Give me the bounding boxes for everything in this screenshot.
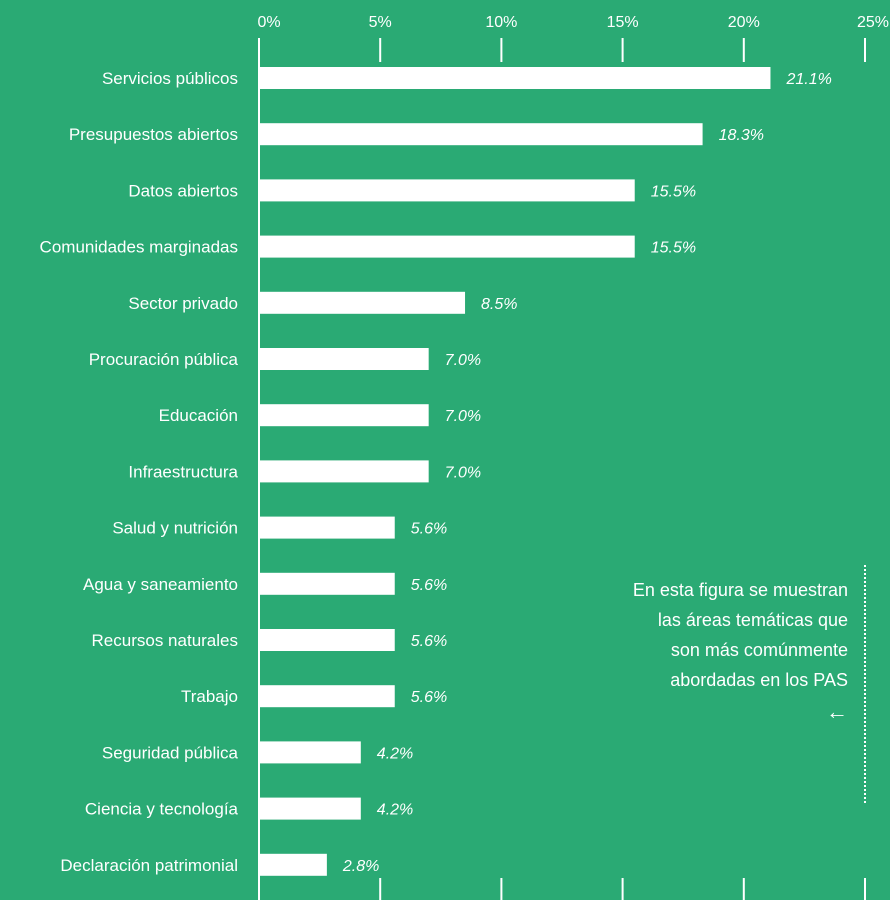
annotation-dotted-line [864, 565, 866, 803]
category-label: Comunidades marginadas [40, 238, 238, 257]
category-label: Seguridad pública [102, 743, 239, 762]
value-label: 7.0% [445, 464, 481, 481]
annotation-line: son más comúnmente [670, 640, 848, 660]
bar [259, 67, 771, 89]
bar [259, 123, 703, 146]
bar [259, 797, 361, 820]
bar [259, 179, 635, 202]
bar [259, 853, 327, 876]
category-label: Datos abiertos [128, 181, 238, 200]
value-label: 4.2% [377, 745, 413, 762]
category-label: Sector privado [128, 294, 238, 313]
bar [259, 629, 395, 651]
value-label: 18.3% [719, 127, 764, 144]
annotation-text: En esta figura se muestran las áreas tem… [560, 575, 848, 727]
value-label: 21.1% [785, 71, 831, 88]
annotation-line: las áreas temáticas que [657, 610, 848, 630]
category-label: Servicios públicos [102, 69, 238, 88]
x-tick-label: 25% [857, 14, 889, 31]
category-label: Ciencia y tecnología [85, 800, 239, 819]
bar [259, 460, 429, 483]
value-label: 15.5% [651, 240, 696, 257]
value-label: 4.2% [377, 802, 413, 819]
x-tick-label: 0% [257, 14, 280, 31]
annotation-line: abordadas en los PAS [670, 670, 848, 690]
value-label: 5.6% [411, 521, 447, 538]
category-label: Trabajo [181, 687, 238, 706]
left-arrow-icon: ← [826, 699, 848, 724]
category-label: Agua y saneamiento [83, 575, 238, 594]
annotation-line: En esta figura se muestran [632, 580, 848, 600]
bar [259, 235, 635, 258]
category-label: Declaración patrimonial [60, 856, 238, 875]
bar [259, 291, 466, 314]
category-label: Infraestructura [128, 462, 238, 481]
bar [259, 685, 395, 708]
value-label: 7.0% [445, 408, 481, 425]
category-label: Educación [159, 406, 238, 425]
x-tick-label: 15% [607, 14, 639, 31]
x-tick-label: 5% [369, 14, 392, 31]
bar [259, 572, 395, 595]
bar [259, 516, 395, 539]
value-label: 7.0% [445, 352, 481, 369]
bar [259, 348, 429, 370]
category-label: Presupuestos abiertos [69, 125, 238, 144]
category-label: Salud y nutrición [112, 519, 238, 538]
category-label: Procuración pública [89, 350, 239, 369]
value-label: 5.6% [411, 577, 447, 594]
category-label: Recursos naturales [92, 631, 238, 650]
bar [259, 404, 429, 427]
value-label: 8.5% [481, 296, 517, 313]
value-label: 15.5% [651, 183, 696, 200]
x-tick-label: 20% [728, 14, 760, 31]
value-label: 5.6% [411, 689, 447, 706]
bar [259, 741, 361, 764]
value-label: 5.6% [411, 633, 447, 650]
x-tick-label: 10% [485, 14, 517, 31]
value-label: 2.8% [342, 858, 379, 875]
